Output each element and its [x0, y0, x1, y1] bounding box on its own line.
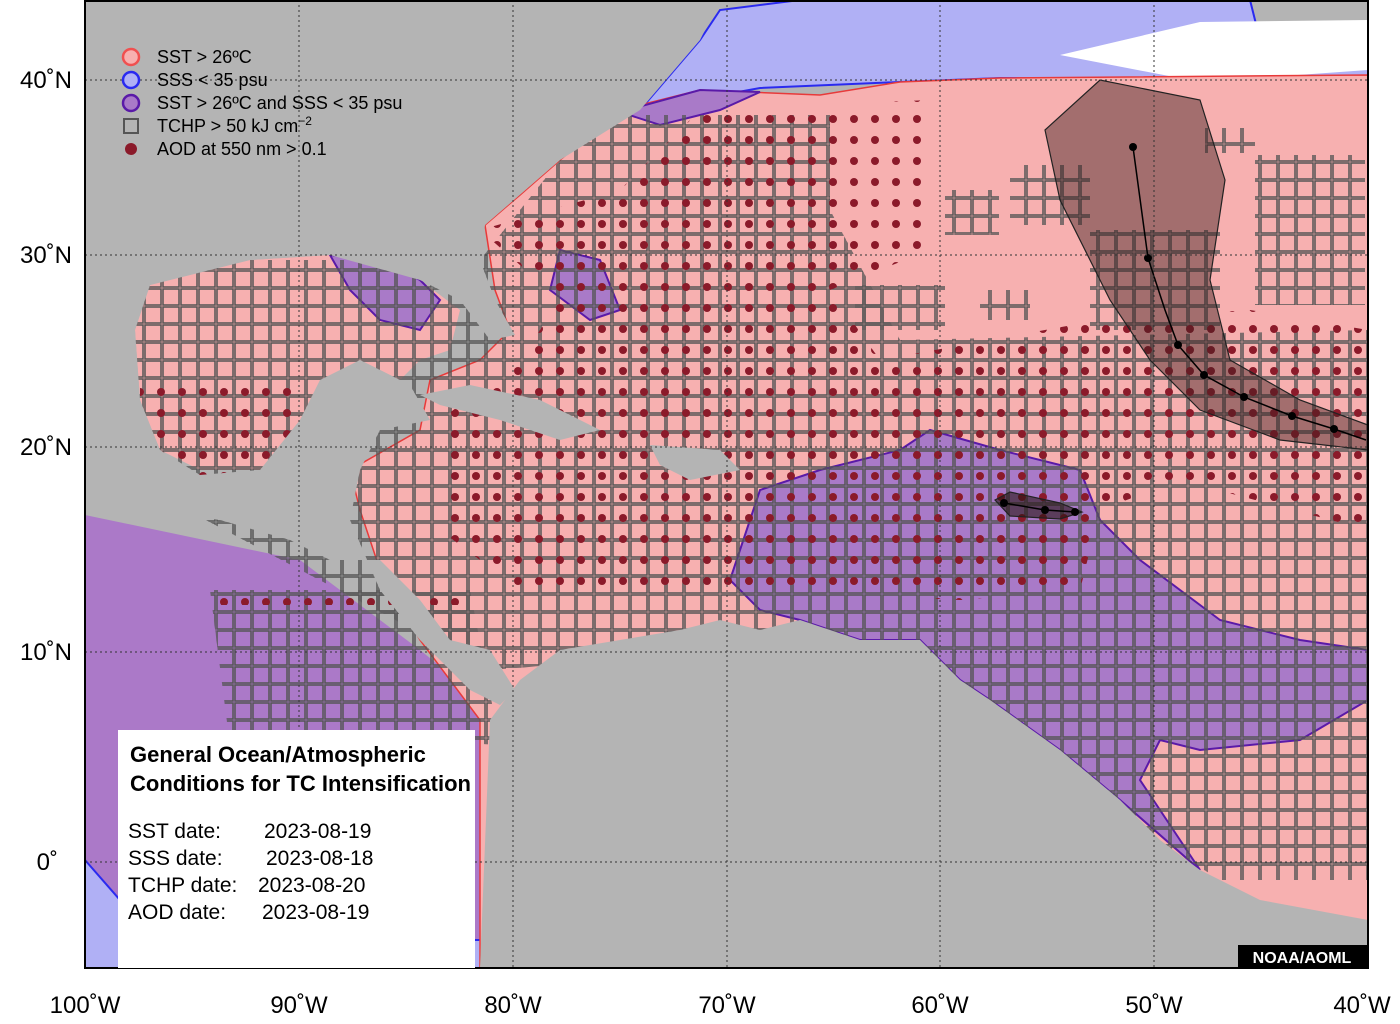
lon-label: 100˚W — [50, 992, 121, 1019]
lat-label: 20˚N — [20, 434, 72, 461]
longitude-labels: 100˚W 90˚W 80˚W 70˚W 60˚W 50˚W 40˚W — [50, 992, 1391, 1019]
lat-label: 0˚ — [37, 849, 58, 876]
legend-label: SST > 26ºC and SSS < 35 psu — [157, 93, 402, 113]
track-point — [1200, 371, 1208, 379]
legend-marker — [125, 143, 137, 155]
tchp-region — [855, 285, 945, 330]
hispaniola — [650, 445, 740, 480]
info-label: AOD date: — [128, 901, 226, 924]
legend: SST > 26ºC SSS < 35 psu SST > 26ºC and S… — [121, 47, 402, 159]
info-title: Conditions for TC Intensification — [130, 771, 471, 796]
south-america — [480, 620, 1368, 968]
central-america — [85, 300, 515, 705]
lon-label: 60˚W — [911, 992, 969, 1019]
legend-marker — [121, 70, 141, 90]
track-point — [1240, 393, 1248, 401]
track-point — [1144, 254, 1152, 262]
forecast-cone — [1044, 79, 1368, 451]
track-point — [1174, 341, 1182, 349]
track-point — [1129, 143, 1137, 151]
credit-background — [1238, 945, 1367, 968]
track-points — [1000, 143, 1338, 516]
forecast-cone — [994, 491, 1084, 520]
track-point — [1288, 412, 1296, 420]
track-point — [1041, 506, 1049, 514]
track-point — [1330, 425, 1338, 433]
graticule — [85, 0, 1368, 968]
latitude-labels: 40˚N 30˚N 20˚N 10˚N 0˚ — [20, 67, 72, 876]
aod-region — [440, 100, 1368, 600]
lat-label: 10˚N — [20, 639, 72, 666]
info-value: 2023-08-18 — [266, 847, 373, 870]
legend-marker — [121, 93, 141, 113]
info-value: 2023-08-19 — [264, 820, 371, 843]
legend-label-text: TCHP > 50 kJ cm — [157, 116, 298, 136]
lon-label: 70˚W — [698, 992, 756, 1019]
track-point — [1000, 499, 1008, 507]
cuba — [420, 385, 600, 440]
cold-water — [1060, 20, 1368, 82]
legend-label: SST > 26ºC — [157, 47, 252, 67]
tchp-region — [980, 290, 1030, 320]
info-value: 2023-08-19 — [262, 901, 369, 924]
tchp-region — [945, 190, 999, 235]
map-frame — [84, 0, 1369, 969]
legend-superscript: −2 — [298, 114, 312, 128]
info-title: General Ocean/Atmospheric — [130, 742, 426, 767]
legend-marker — [123, 118, 139, 134]
info-label: SST date: — [128, 820, 221, 843]
aod-region — [140, 380, 300, 480]
lon-label: 90˚W — [270, 992, 328, 1019]
info-box: General Ocean/Atmospheric Conditions for… — [118, 730, 475, 968]
legend-label: SSS < 35 psu — [157, 70, 268, 90]
info-label: SSS date: — [128, 847, 223, 870]
north-america — [85, 0, 720, 340]
lon-label: 80˚W — [484, 992, 542, 1019]
legend-marker — [121, 47, 141, 67]
info-label: TCHP date: — [128, 874, 237, 897]
map-layers — [85, 0, 1368, 968]
lat-label: 40˚N — [20, 67, 72, 94]
track-point — [1071, 508, 1079, 516]
lon-label: 40˚W — [1333, 992, 1391, 1019]
legend-label: TCHP > 50 kJ cm−2 — [157, 114, 312, 136]
lon-label: 50˚W — [1125, 992, 1183, 1019]
tchp-region — [1010, 165, 1090, 225]
info-value: 2023-08-20 — [258, 874, 365, 897]
lat-label: 30˚N — [20, 242, 72, 269]
aod-region — [210, 585, 460, 605]
credit: NOAA/AOML — [1253, 950, 1352, 967]
legend-label: AOD at 550 nm > 0.1 — [157, 139, 327, 159]
tchp-region — [1205, 128, 1255, 153]
tchp-region — [1255, 155, 1365, 305]
info-box-background — [118, 730, 475, 968]
